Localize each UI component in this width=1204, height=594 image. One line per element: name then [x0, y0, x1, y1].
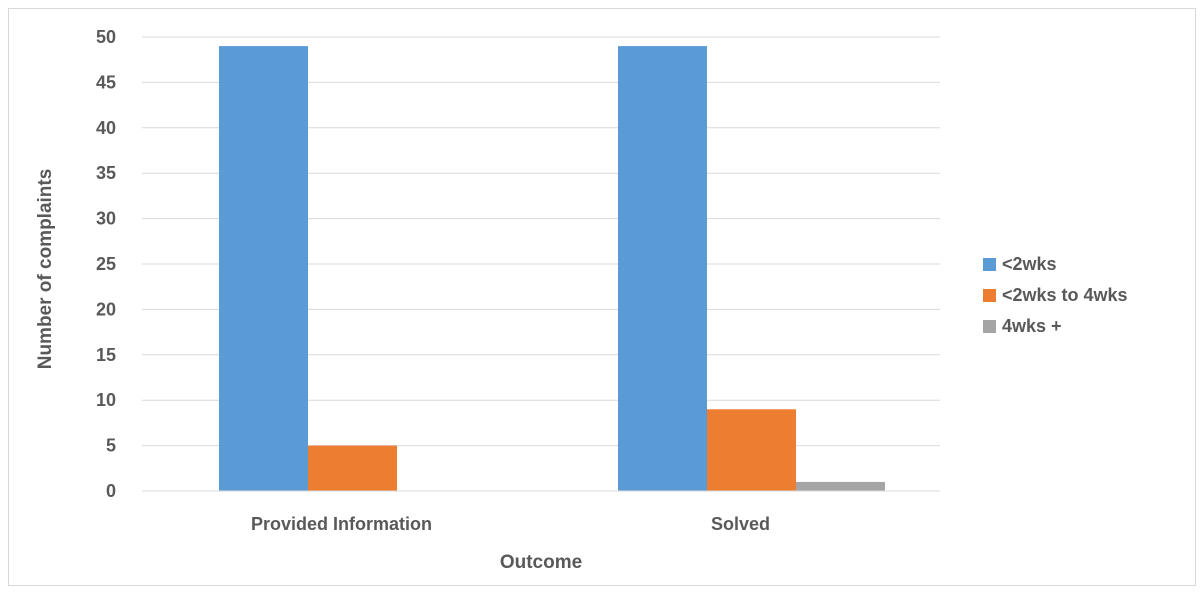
bar: [219, 46, 308, 492]
y-axis-tick-labels: 0 5 10 15 20 25 30 35 40 45 50: [96, 27, 116, 501]
legend-label: <2wks to 4wks: [1002, 285, 1128, 305]
x-tick-label: Solved: [711, 514, 770, 534]
y-tick-label: 20: [96, 299, 116, 319]
legend-swatch: [983, 289, 996, 302]
bar: [308, 445, 397, 491]
y-tick-label: 15: [96, 345, 116, 365]
bar: [707, 409, 796, 491]
y-tick-label: 45: [96, 72, 116, 92]
y-tick-label: 35: [96, 163, 116, 183]
x-axis-tick-labels: Provided Information Solved: [251, 514, 770, 534]
y-axis-title: Number of complaints: [35, 169, 56, 370]
legend: <2wks <2wks to 4wks 4wks +: [983, 254, 1128, 336]
y-tick-label: 30: [96, 209, 116, 229]
y-tick-label: 25: [96, 254, 116, 274]
bar: [796, 481, 885, 491]
bar: [618, 46, 707, 492]
bars: [219, 46, 885, 492]
legend-swatch: [983, 258, 996, 271]
x-tick-label: Provided Information: [251, 514, 432, 534]
y-tick-label: 40: [96, 118, 116, 138]
legend-label: <2wks: [1002, 254, 1057, 274]
y-tick-label: 50: [96, 27, 116, 47]
y-tick-label: 5: [106, 436, 116, 456]
legend-swatch: [983, 320, 996, 333]
legend-label: 4wks +: [1002, 316, 1062, 336]
y-tick-label: 0: [106, 481, 116, 501]
x-axis-title: Outcome: [500, 552, 582, 573]
chart-area: [8, 8, 1196, 586]
y-tick-label: 10: [96, 390, 116, 410]
